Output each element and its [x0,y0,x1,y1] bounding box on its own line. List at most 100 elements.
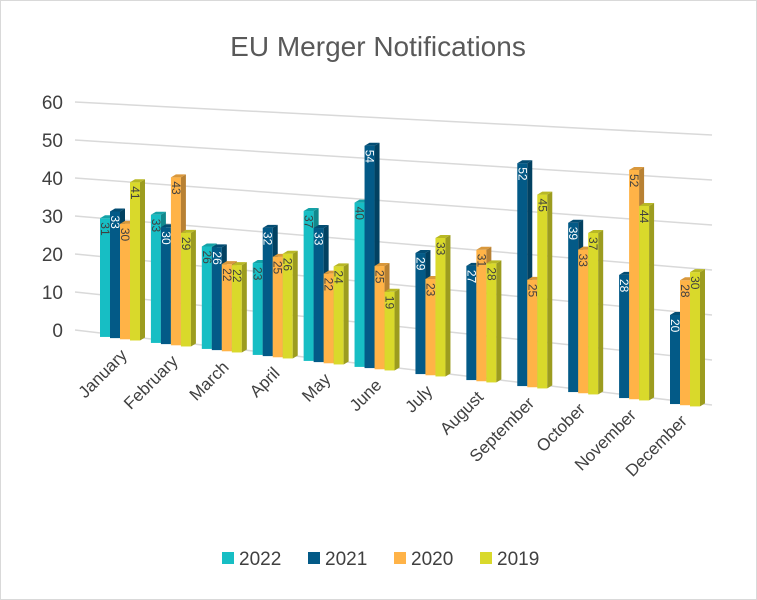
legend-swatch [480,552,492,564]
bar [690,272,700,407]
data-label: 23 [423,283,437,297]
bar-side [140,179,145,341]
bar-top [374,263,390,267]
bar [272,256,283,358]
data-label: 27 [464,270,478,284]
category-label: July [401,381,436,416]
bar [670,314,680,405]
y-tick-label: 60 [42,93,63,114]
data-label: 52 [627,174,641,188]
data-label: 33 [576,254,590,268]
data-label: 25 [271,261,285,275]
bar-side [241,262,247,353]
data-label: 22 [230,269,244,283]
bar-side [598,229,604,395]
bar-side [649,202,655,401]
bar-top [333,263,349,267]
bar-top [130,179,145,183]
data-label: 28 [484,267,498,281]
category-label: May [298,369,334,405]
data-label: 29 [413,257,427,271]
data-label: 39 [566,227,580,241]
bar-top [262,224,278,228]
bar-side [700,269,705,407]
data-label: 54 [363,150,377,164]
data-label: 25 [373,270,387,284]
data-label: 33 [108,215,122,229]
data-label: 28 [678,284,692,298]
bar [588,232,599,395]
data-label: 52 [515,167,529,181]
bar-top [231,262,247,266]
bar [120,223,130,340]
data-label: 28 [617,279,631,293]
bar [160,227,171,345]
data-label: 43 [169,181,183,195]
category-label: October [533,399,589,455]
bar [384,291,395,371]
y-tick-label: 0 [52,321,63,342]
bar-top [384,288,400,292]
bar-top [639,202,655,206]
bar-side [394,288,400,371]
bar-top [313,225,329,229]
bar [364,145,375,369]
data-label: 22 [220,268,234,282]
bar [180,232,191,347]
data-label: 33 [149,219,163,233]
data-label: 30 [159,231,173,245]
bar-top [150,211,166,215]
gridline [74,101,713,136]
bar-top [435,234,451,238]
y-tick-label: 40 [42,169,63,190]
bar [354,202,365,367]
bar-side [496,260,502,383]
data-label: 31 [474,254,488,268]
data-label: 37 [302,215,316,229]
bar [527,279,538,388]
data-label: 20 [668,319,682,333]
bar [374,266,385,370]
bar-top [180,229,196,233]
y-tick-label: 20 [42,245,63,266]
data-label: 33 [312,232,326,246]
bar-top [303,208,319,212]
category-label: April [246,364,283,401]
bar [435,237,446,377]
bar-top [629,166,645,170]
gridline [74,139,713,181]
bar-top [211,244,227,248]
data-label: 26 [281,258,295,272]
bar [517,163,528,387]
bar [486,263,497,383]
bar-top [476,246,492,250]
bar-top [170,174,186,178]
legend-swatch [222,552,234,564]
bar [476,249,487,382]
bar-side [547,191,553,389]
legend-label: 2021 [325,549,367,570]
data-label: 26 [210,251,224,265]
y-tick-label: 30 [42,207,63,228]
bar [415,253,426,375]
data-label: 29 [179,237,193,251]
bar-top [221,261,237,265]
bar-top [364,142,380,146]
data-label: 23 [251,267,265,281]
data-label: 44 [637,210,651,224]
bar-top [415,250,431,254]
bar [537,194,548,389]
data-label: 19 [383,296,397,310]
data-label: 30 [688,276,702,290]
data-label: 24 [332,270,346,284]
bar [680,280,690,406]
bar-top [486,260,502,264]
data-label: 40 [353,207,367,221]
bar [262,227,273,357]
bar [110,211,120,339]
bar [201,246,212,349]
bar [130,182,140,341]
bar-top [568,219,584,223]
bar [150,214,161,343]
